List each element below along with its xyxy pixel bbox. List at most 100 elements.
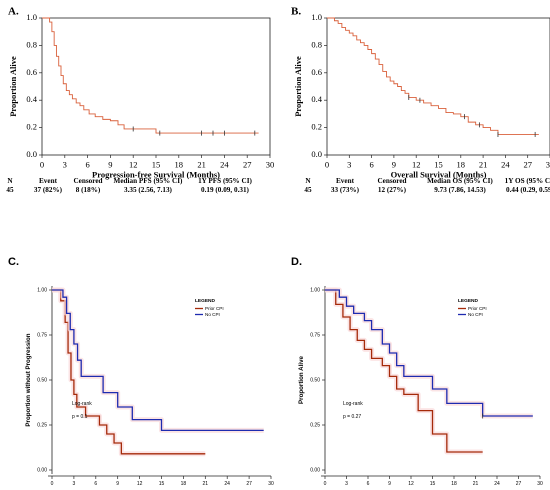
x-tick-label: 21 <box>197 160 206 170</box>
summary-value: 45 <box>304 186 312 194</box>
x-axis-label: Progression-free Survival (Months) <box>92 170 220 180</box>
x-tick-label: 21 <box>473 481 479 487</box>
y-tick-label: 0.0 <box>311 149 322 159</box>
x-tick-label: 30 <box>546 160 550 170</box>
panel-c: C. 0 3 6 9 12 15 18 21 24 27 30 0.00 0.25 0.50 0.75 1.00… <box>8 256 274 487</box>
x-tick-label: 24 <box>501 160 510 170</box>
y-tick-label: 0.8 <box>26 39 37 49</box>
x-axis-label: Overall Survival (Months) <box>391 170 487 180</box>
annotation-text: Log-rank <box>72 401 92 407</box>
x-tick-label: 27 <box>243 160 252 170</box>
x-tick-label: 21 <box>203 481 209 487</box>
panel-a: A. 0 3 6 9 12 15 18 21 24 27 30 0.0 0.2 0.4 0.6 0.8 1.0 Pr… <box>6 6 274 194</box>
x-tick-label: 9 <box>108 160 112 170</box>
legend-entry: Prior CPI <box>205 306 224 311</box>
series-band <box>325 287 533 419</box>
y-tick-label: 0.6 <box>26 67 37 77</box>
panel-label: B. <box>291 6 301 18</box>
panel-label: C. <box>8 256 19 268</box>
x-tick-label: 27 <box>246 481 252 487</box>
summary-header: Censored <box>73 177 102 185</box>
x-tick-label: 15 <box>159 481 165 487</box>
series-line <box>52 289 206 455</box>
y-tick-label: 0.6 <box>311 67 322 77</box>
x-tick-label: 30 <box>268 481 274 487</box>
x-tick-label: 12 <box>129 160 138 170</box>
x-tick-label: 27 <box>516 481 522 487</box>
y-tick-label: 0.8 <box>311 39 322 49</box>
x-tick-label: 3 <box>63 160 67 170</box>
y-axis-label: Proportion without Progression <box>25 333 32 426</box>
x-tick-label: 15 <box>152 160 161 170</box>
summary-header: 1Y PFS (95% CI) <box>198 177 252 185</box>
y-axis-label: Proportion Alive <box>298 355 305 403</box>
y-tick-label: 0.00 <box>37 467 47 473</box>
x-tick-label: 0 <box>51 481 54 487</box>
x-tick-label: 18 <box>451 481 457 487</box>
x-tick-label: 24 <box>220 160 229 170</box>
y-tick-label: 0.75 <box>37 332 47 338</box>
y-tick-label: 1.00 <box>310 287 320 293</box>
summary-value: 37 (82%) <box>34 186 63 194</box>
x-tick-label: 24 <box>224 481 230 487</box>
y-tick-label: 0.0 <box>26 149 37 159</box>
summary-value: 8 (18%) <box>76 186 101 194</box>
x-tick-label: 3 <box>73 481 76 487</box>
summary-header: Censored <box>377 177 406 185</box>
series-line <box>325 289 483 453</box>
y-tick-label: 1.0 <box>311 12 322 22</box>
y-axis-label: Proportion Alive <box>8 56 18 117</box>
summary-header: Event <box>39 177 58 185</box>
series-line <box>52 289 264 432</box>
y-tick-label: 1.0 <box>26 12 37 22</box>
x-tick-label: 3 <box>347 160 351 170</box>
x-tick-label: 9 <box>392 160 396 170</box>
y-tick-label: 0.4 <box>311 94 322 104</box>
annotation-text: p = 0.1 <box>72 414 88 420</box>
panel-d: D. 0 3 6 9 12 15 18 21 24 27 30 0.00 0.25 0.50 0.75 1.00… <box>291 256 543 487</box>
y-tick-label: 0.25 <box>37 422 47 428</box>
legend-title: LEGEND <box>458 298 479 304</box>
y-tick-label: 0.50 <box>37 377 47 383</box>
x-tick-label: 30 <box>266 160 275 170</box>
summary-value: 9.73 (7.86, 14.53) <box>434 186 486 194</box>
x-tick-label: 21 <box>479 160 488 170</box>
summary-header: N <box>7 177 13 185</box>
summary-value: 3.35 (2.56, 7.13) <box>124 186 173 194</box>
y-tick-label: 0.2 <box>26 122 37 132</box>
y-tick-label: 0.2 <box>311 122 322 132</box>
x-tick-label: 3 <box>345 481 348 487</box>
x-tick-label: 0 <box>324 481 327 487</box>
x-tick-label: 9 <box>388 481 391 487</box>
summary-header: Event <box>336 177 355 185</box>
x-tick-label: 24 <box>494 481 500 487</box>
series-line <box>325 289 533 417</box>
y-tick-label: 0.25 <box>310 422 320 428</box>
x-tick-label: 12 <box>408 481 414 487</box>
y-tick-label: 0.75 <box>310 332 320 338</box>
legend-title: LEGEND <box>195 298 216 304</box>
x-tick-label: 15 <box>430 481 436 487</box>
annotation-text: p = 0.27 <box>343 414 361 420</box>
plot-frame <box>41 17 271 156</box>
x-tick-label: 9 <box>116 481 119 487</box>
summary-value: 0.19 (0.09, 0.31) <box>201 186 250 194</box>
y-tick-label: 0.50 <box>310 377 320 383</box>
summary-value: 0.44 (0.29, 0.59) <box>506 186 550 194</box>
x-tick-label: 6 <box>367 481 370 487</box>
panel-b: B. 0 3 6 9 12 15 18 21 24 27 30 0.0 0.2 0.4 0.6 0.8 1.0 Ov… <box>291 6 550 194</box>
legend-entry: No CPI <box>468 312 483 317</box>
x-tick-label: 6 <box>369 160 373 170</box>
y-tick-label: 1.00 <box>37 287 47 293</box>
y-tick-label: 0.4 <box>26 94 37 104</box>
x-tick-label: 15 <box>434 160 443 170</box>
summary-header: Median OS (95% CI) <box>427 177 493 185</box>
series-line <box>327 17 539 135</box>
x-tick-label: 18 <box>175 160 184 170</box>
panel-label: A. <box>8 6 19 18</box>
x-tick-label: 12 <box>137 481 143 487</box>
summary-header: Median PFS (95% CI) <box>114 177 183 185</box>
x-tick-label: 6 <box>85 160 89 170</box>
legend-entry: Prior CPI <box>468 306 487 311</box>
